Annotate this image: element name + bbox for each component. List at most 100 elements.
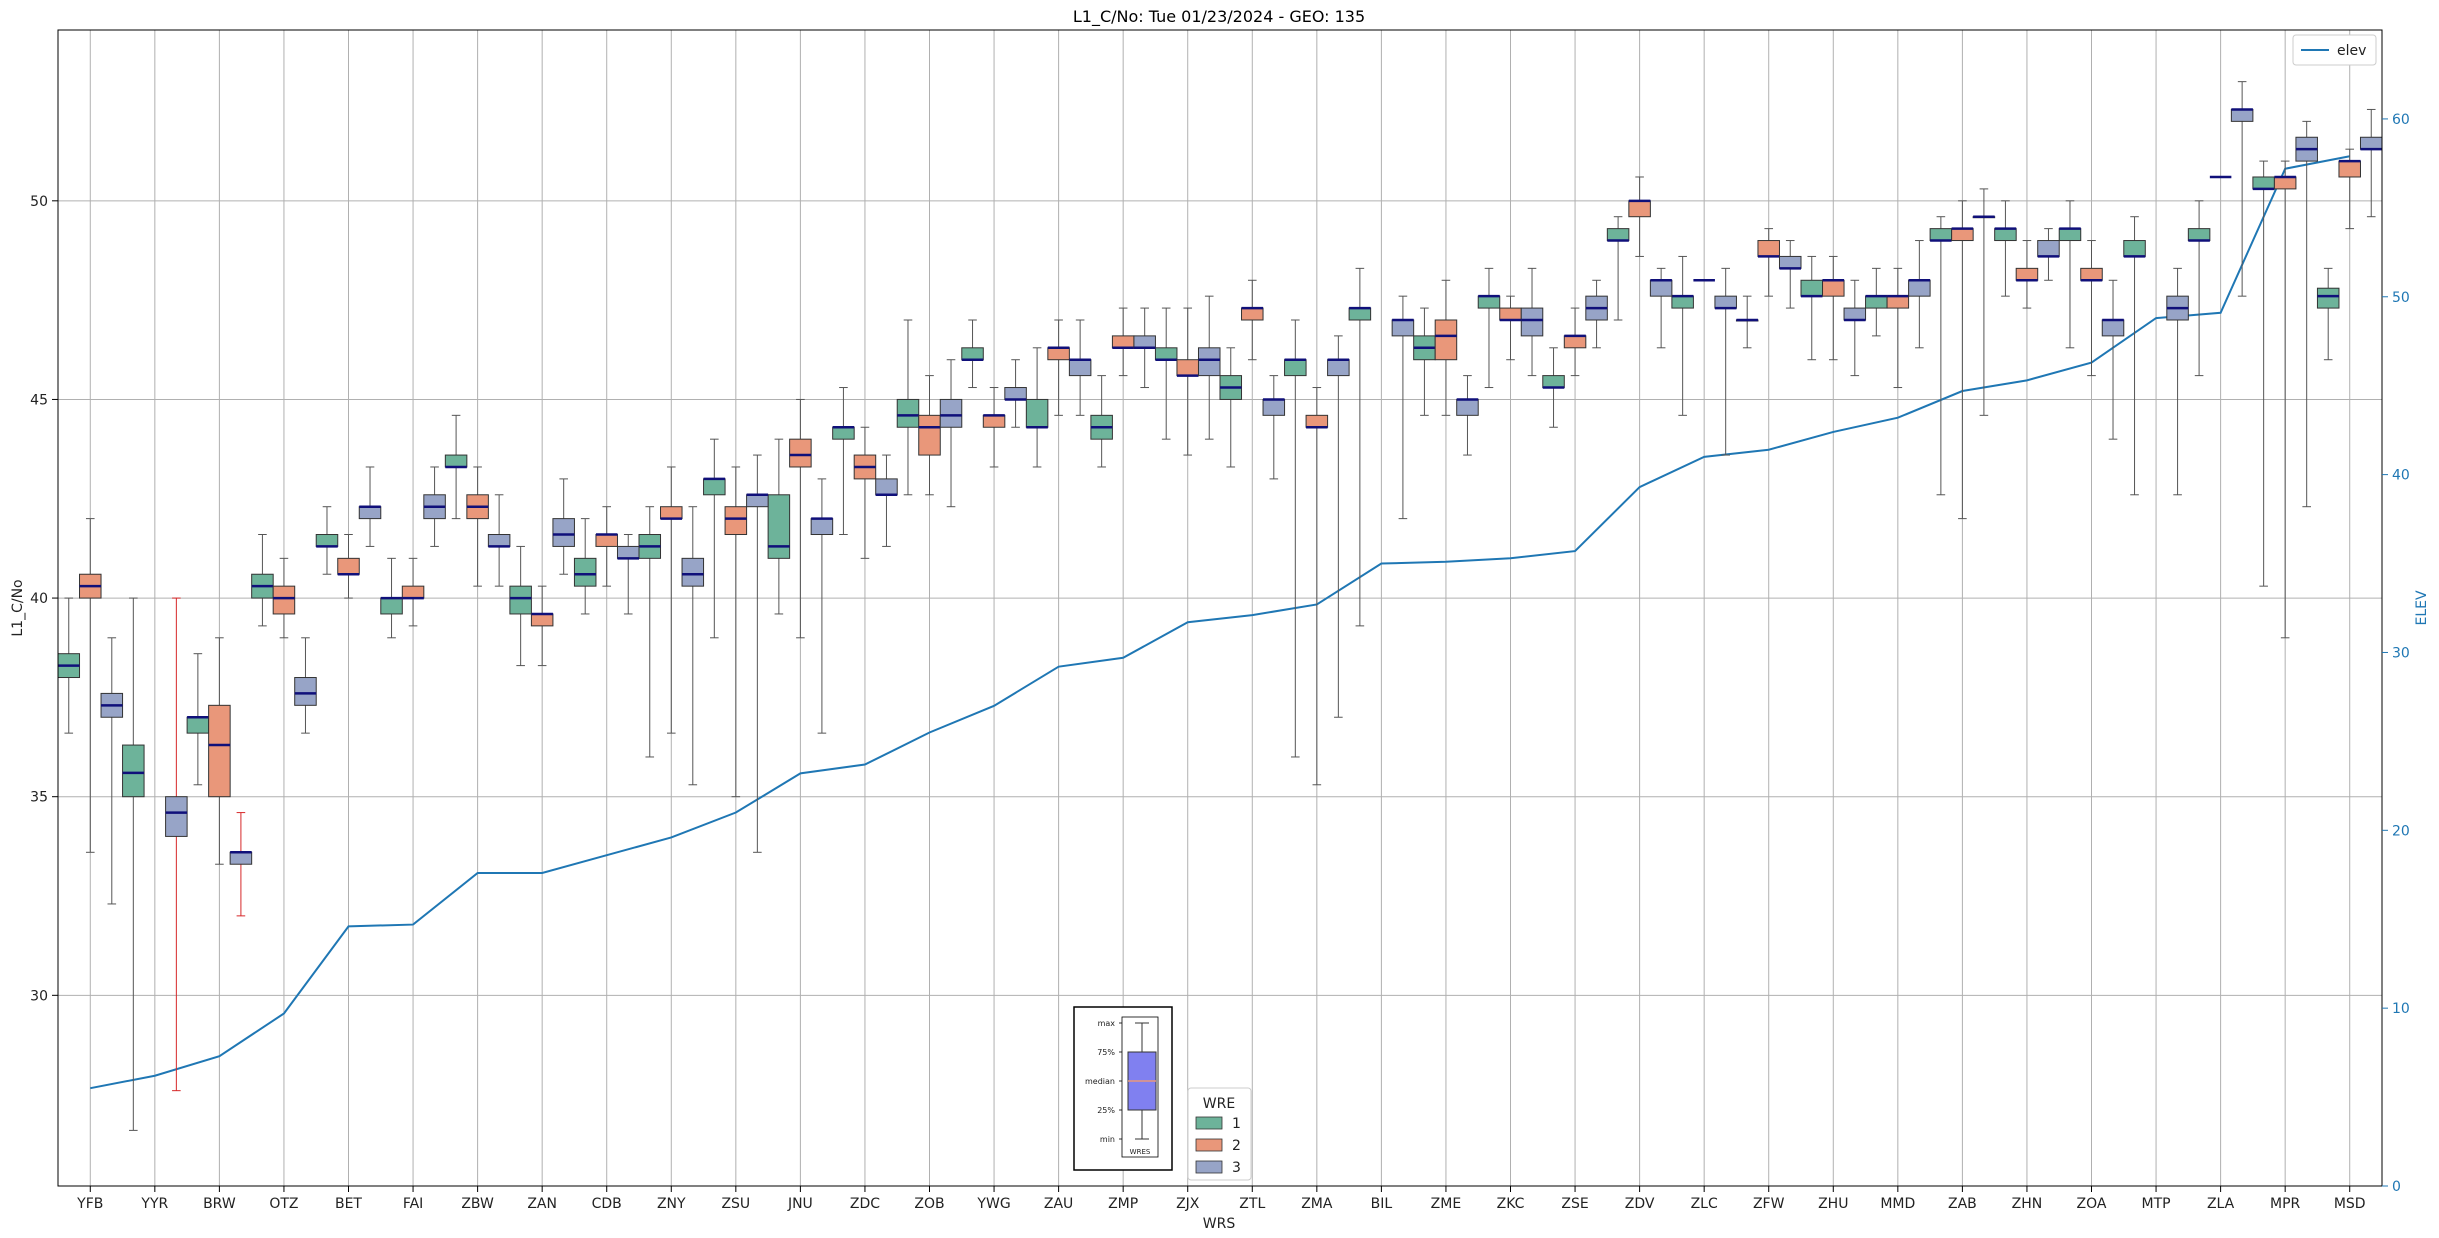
x-tick-label-MSD: MSD	[2334, 1196, 2366, 1212]
box-FAI-wre2	[401, 557, 425, 627]
box-ZOA-wre1	[2058, 200, 2082, 349]
box-ZDC-wre1	[832, 387, 855, 536]
iqr-box-ZHN-wre1	[1994, 228, 2017, 242]
box-BIL-wre1	[1348, 267, 1372, 627]
iqr-box-ZJX-wre1	[1154, 347, 1178, 361]
y2-axis-label: ELEV	[2414, 590, 2430, 625]
iqr-box-ZLA-wre1	[2187, 228, 2211, 242]
box-MSD-wre2	[2338, 148, 2361, 230]
y-tick-label-35: 35	[30, 790, 48, 806]
box-ZOA-wre2	[2080, 240, 2103, 377]
x-tick-label-ZDV: ZDV	[1625, 1196, 1655, 1212]
y-tick-label-30: 30	[30, 988, 48, 1004]
iqr-box-JNU-wre2	[789, 438, 812, 468]
iqr-box-ZSE-wre2	[1563, 335, 1587, 349]
box-ZAB-wre3	[1972, 188, 1996, 416]
box-ZSE-wre1	[1542, 347, 1565, 428]
iqr-box-CDB-wre2	[595, 534, 618, 547]
box-MSD-wre3	[2359, 108, 2383, 218]
iqr-box-ZAN-wre2	[530, 613, 554, 627]
iqr-box-MSD-wre2	[2338, 160, 2361, 178]
iqr-box-MPR-wre1	[2252, 176, 2275, 190]
box-MTP-wre3	[2166, 267, 2189, 496]
box-MSD-wre1	[2316, 267, 2340, 361]
iqr-box-BRW-wre1	[186, 716, 210, 734]
iqr-box-MSD-wre3	[2359, 136, 2383, 150]
x-tick-label-ZHU: ZHU	[1818, 1196, 1848, 1212]
iqr-box-ZMA-wre3	[1327, 359, 1350, 377]
iqr-box-YYR-wre1	[122, 744, 145, 798]
iqr-box-ZSU-wre3	[746, 494, 769, 508]
iqr-box-MMD-wre1	[1865, 295, 1888, 309]
iqr-box-ZSU-wre1	[703, 478, 726, 496]
box-CDB-wre3	[616, 534, 640, 615]
box-ZAU-wre2	[1047, 319, 1070, 416]
box-YYR-wre3	[165, 597, 188, 1092]
box-ZBW-wre1	[444, 414, 468, 520]
iqr-box-OTZ-wre2	[272, 585, 296, 615]
key-caption: WRES	[1130, 1148, 1151, 1156]
iqr-box-ZME-wre2	[1434, 319, 1458, 361]
x-tick-label-ZLC: ZLC	[1691, 1196, 1718, 1212]
box-BIL-wre3	[1391, 295, 1415, 520]
iqr-box-ZHU-wre2	[1822, 279, 1845, 297]
box-BET-wre3	[358, 466, 382, 547]
x-tick-label-ZAB: ZAB	[1948, 1196, 1977, 1212]
box-BRW-wre2	[208, 637, 231, 865]
iqr-box-ZMP-wre2	[1111, 335, 1135, 349]
iqr-box-ZAN-wre3	[552, 518, 575, 547]
iqr-box-ZHN-wre2	[2015, 267, 2039, 281]
box-ZDV-wre2	[1628, 176, 1651, 257]
x-tick-label-MMD: MMD	[1880, 1196, 1915, 1212]
box-ZOA-wre3	[2101, 279, 2125, 440]
iqr-box-ZLC-wre3	[1714, 295, 1737, 309]
iqr-box-ZAU-wre2	[1047, 347, 1070, 361]
box-ZBW-wre2	[466, 466, 489, 587]
box-ZHU-wre3	[1843, 279, 1867, 377]
box-ZHU-wre2	[1822, 255, 1845, 361]
box-JNU-wre1	[767, 438, 791, 615]
box-ZAB-wre2	[1951, 200, 1974, 520]
box-BRW-wre3	[229, 812, 253, 917]
box-YWG-wre1	[961, 319, 984, 389]
box-ZNY-wre1	[638, 506, 662, 758]
y-tick-label-45: 45	[30, 392, 48, 408]
box-ZMA-wre2	[1305, 387, 1329, 786]
x-tick-label-OTZ: OTZ	[269, 1196, 298, 1212]
iqr-box-ZBW-wre3	[487, 534, 511, 547]
x-axis-label: WRS	[1203, 1216, 1236, 1232]
box-BET-wre2	[337, 534, 360, 599]
box-ZMP-wre3	[1133, 307, 1156, 389]
box-ZDV-wre1	[1606, 216, 1630, 321]
iqr-box-ZOA-wre1	[2058, 228, 2082, 242]
box-ZDC-wre2	[853, 426, 877, 559]
iqr-box-JNU-wre3	[810, 518, 834, 536]
box-YWG-wre2	[982, 387, 1006, 468]
box-ZLC-wre1	[1671, 255, 1694, 416]
iqr-box-BET-wre1	[315, 534, 339, 547]
iqr-box-MPR-wre2	[2273, 176, 2297, 190]
box-ZAN-wre2	[530, 585, 554, 667]
box-ZAN-wre1	[509, 545, 532, 667]
x-tick-label-ZSU: ZSU	[721, 1196, 750, 1212]
x-tick-label-ZNY: ZNY	[657, 1196, 686, 1212]
iqr-box-FAI-wre2	[401, 585, 425, 599]
box-ZMA-wre1	[1284, 319, 1307, 758]
box-ZKC-wre2	[1499, 295, 1522, 361]
box-ZME-wre1	[1413, 307, 1436, 416]
x-tick-label-ZOA: ZOA	[2077, 1196, 2107, 1212]
box-ZME-wre2	[1434, 279, 1458, 416]
box-ZOB-wre2	[918, 375, 941, 496]
box-YFB-wre1	[57, 597, 81, 734]
iqr-box-ZMA-wre1	[1284, 359, 1307, 377]
x-tick-label-CDB: CDB	[592, 1196, 622, 1212]
iqr-box-ZKC-wre3	[1520, 307, 1544, 337]
box-ZFW-wre3	[1778, 240, 1802, 309]
box-ZSU-wre2	[724, 466, 748, 798]
wre-legend-label-2: 2	[1232, 1138, 1241, 1154]
x-tick-label-ZDC: ZDC	[850, 1196, 880, 1212]
wre-legend-label-1: 1	[1232, 1116, 1241, 1132]
box-ZDV-wre3	[1649, 267, 1673, 349]
elev-legend-label: elev	[2337, 43, 2366, 59]
box-MMD-wre2	[1886, 267, 1910, 389]
